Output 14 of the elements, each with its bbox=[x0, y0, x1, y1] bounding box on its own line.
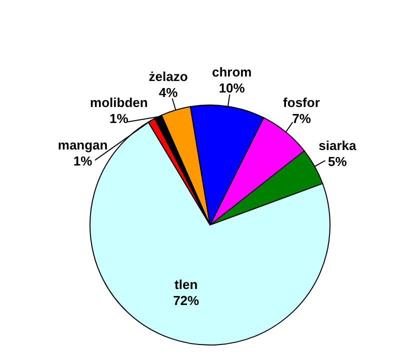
slice-label: siarka bbox=[318, 138, 358, 153]
slice-label: tlen bbox=[174, 276, 198, 292]
data-label: 72% bbox=[173, 292, 200, 308]
data-label: 4% bbox=[158, 85, 178, 100]
data-label: 5% bbox=[328, 154, 348, 169]
slice-label: fosfor bbox=[283, 95, 320, 110]
data-label: 1% bbox=[73, 153, 93, 168]
slice-label: żelazo bbox=[148, 69, 188, 84]
data-label: 1% bbox=[110, 110, 129, 126]
data-label: 7% bbox=[292, 111, 312, 126]
slice-label: molibden bbox=[90, 94, 148, 110]
data-label: 10% bbox=[218, 80, 246, 96]
slice-label: mangan bbox=[58, 137, 108, 152]
slice-label: chrom bbox=[212, 64, 252, 80]
